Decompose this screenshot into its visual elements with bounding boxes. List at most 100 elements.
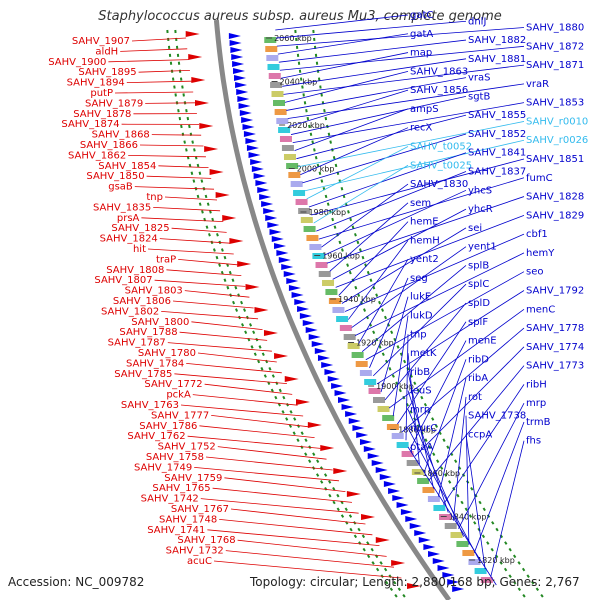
right-gene-label: splD: [468, 298, 490, 309]
feature-box: [382, 415, 395, 421]
forward-cds-arrow: [284, 376, 299, 382]
feature-box: [462, 550, 475, 556]
reverse-cds-arrow: [246, 145, 259, 151]
left-gene-label: prsA: [117, 213, 140, 224]
right-gene-label: sei: [468, 223, 482, 234]
feature-box: [427, 496, 440, 502]
forward-cds-arrow: [188, 54, 203, 60]
left-gene-label: SAHV_1866: [80, 140, 138, 151]
forward-cds-arrow: [185, 31, 200, 37]
reverse-cds-arrow: [261, 201, 274, 207]
right-gene-label: splC: [468, 279, 489, 290]
right-gene-label: SAHV_1778: [526, 323, 584, 334]
feature-box: [355, 361, 368, 367]
left-leader-line: [178, 259, 238, 266]
left-leader-line: [134, 186, 215, 190]
right-leader-line: [296, 114, 467, 160]
feature-box: [283, 154, 296, 160]
right-gene-label: ribH: [526, 379, 547, 390]
left-gene-label: SAHV_1742: [141, 494, 199, 505]
left-leader-line: [141, 217, 224, 222]
left-leader-line: [207, 529, 380, 546]
right-gene-label: SAHV_1881: [468, 54, 526, 65]
left-leader-line: [151, 134, 202, 136]
feature-box: [278, 127, 291, 133]
reverse-cds-arrow: [288, 285, 301, 291]
reverse-cds-arrow: [257, 187, 270, 193]
reverse-cds-arrow: [356, 432, 369, 438]
right-gene-label: gatA: [410, 29, 433, 40]
left-leader-line: [219, 519, 373, 536]
left-gene-label: SAHV_1850: [86, 171, 144, 182]
right-leader-line: [392, 315, 409, 417]
feature-box: [332, 307, 345, 313]
feature-box: [368, 388, 381, 394]
reverse-cds-arrow: [263, 208, 276, 214]
feature-box: [273, 100, 286, 106]
right-leader-line: [490, 440, 525, 578]
left-gene-label: SAHV_1788: [119, 327, 177, 338]
right-gene-label: dnlJ: [468, 16, 486, 27]
right-leader-line: [284, 70, 409, 103]
right-leader-line: [365, 271, 525, 361]
left-gene-label: SAHV_1780: [138, 348, 196, 359]
topology-text: Topology: circular; Length: 2,880,168 bp…: [250, 575, 580, 589]
left-gene-label: SAHV_1752: [158, 442, 216, 453]
left-leader-line: [187, 435, 321, 449]
right-leader-line: [278, 39, 467, 63]
reverse-cds-arrow: [248, 152, 261, 158]
left-gene-label: SAHV_1785: [114, 369, 172, 380]
right-gene-label: yent1: [468, 242, 497, 253]
right-leader-line: [335, 214, 525, 288]
forward-cds-arrow: [199, 123, 214, 129]
forward-cds-arrow: [407, 583, 422, 589]
left-leader-line: [146, 175, 212, 179]
feature-box: [315, 262, 328, 268]
feature-box: [266, 55, 279, 61]
right-leader-line: [384, 302, 467, 401]
feature-box: [359, 370, 372, 376]
right-leader-line: [407, 409, 465, 537]
left-gene-label: SAHV_1732: [166, 546, 224, 557]
kbp-tick-label: 2020 kbp: [287, 121, 325, 130]
right-leader-line: [275, 14, 409, 31]
left-leader-line: [120, 48, 188, 52]
reverse-cds-arrow: [276, 250, 289, 256]
reverse-cds-arrow: [281, 264, 294, 270]
right-gene-label: ribA: [468, 373, 488, 384]
reverse-cds-arrow: [253, 173, 266, 179]
reverse-cds-arrow: [388, 488, 401, 494]
reverse-cds-arrow: [251, 166, 264, 172]
reverse-cds-arrow: [334, 390, 347, 396]
right-leader-line: [329, 202, 409, 272]
right-leader-line: [452, 396, 467, 521]
right-leader-line: [348, 240, 409, 320]
left-gene-label: SAHV_1824: [100, 234, 158, 245]
left-leader-line: [205, 456, 333, 471]
feature-box: [386, 424, 399, 430]
right-gene-label: SAHV_1851: [526, 154, 584, 165]
left-leader-line: [172, 300, 254, 309]
right-gene-label: ccpA: [468, 429, 492, 440]
feature-box: [271, 91, 284, 97]
feature-box: [274, 109, 287, 115]
left-gene-label: SAHV_1772: [144, 379, 202, 390]
right-gene-label: ampS: [410, 104, 439, 115]
feature-box: [411, 469, 424, 475]
right-gene-label: SAHV_1774: [526, 342, 584, 353]
right-leader-line: [318, 177, 525, 240]
right-gene-label: gatC: [410, 10, 433, 21]
left-gene-label: SAHV_1784: [126, 358, 184, 369]
feature-box: [298, 208, 311, 214]
feature-box: [373, 397, 385, 403]
right-leader-line: [321, 183, 409, 248]
gc-dotted-line: [294, 29, 528, 600]
reverse-cds-arrow: [423, 544, 436, 550]
right-gene-label: recX: [410, 123, 433, 134]
right-leader-line: [437, 378, 467, 497]
right-gene-label: sgtB: [468, 91, 490, 102]
right-gene-label: SAHV_1872: [526, 41, 584, 52]
left-gene-label: aldH: [95, 46, 118, 57]
reverse-cds-arrow: [314, 348, 327, 354]
left-gene-label: SAHV_1758: [146, 452, 204, 463]
